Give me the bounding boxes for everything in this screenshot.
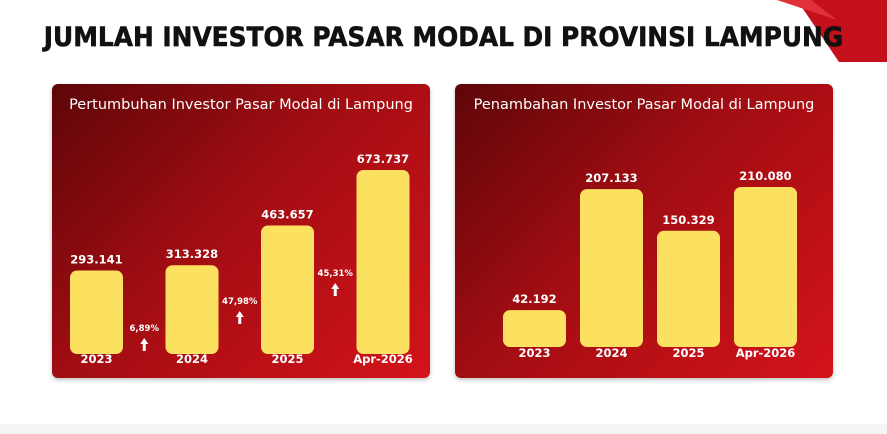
category-label: Apr-2026: [353, 352, 413, 366]
addition-chart-panel: Penambahan Investor Pasar Modal di Lampu…: [455, 84, 833, 378]
bar-2025: [657, 230, 720, 347]
arrow-up-icon: [140, 338, 149, 351]
growth-label: 45,31%: [318, 269, 354, 279]
value-label: 207.133: [585, 171, 637, 185]
value-label: 150.329: [662, 213, 714, 227]
growth-label: 47,98%: [222, 297, 258, 307]
value-label: 293.141: [70, 253, 122, 267]
growth-chart: 293.141 2023 313.328 2024 463.657 2025 673.737…: [70, 152, 413, 366]
arrow-up-icon: [235, 311, 244, 324]
category-label: 2023: [80, 352, 112, 366]
value-label: 313.328: [166, 247, 218, 261]
bar-apr-2026: [356, 170, 410, 354]
bar-2024: [165, 265, 219, 354]
growth-chart-panel: Pertumbuhan Investor Pasar Modal di Lamp…: [52, 84, 430, 378]
category-label: 2025: [672, 346, 704, 360]
category-label: 2024: [176, 352, 208, 366]
growth-chart-title: Pertumbuhan Investor Pasar Modal di Lamp…: [69, 97, 413, 113]
addition-chart: 42.192 2023 207.133 2024 150.329 2025 210.080 A…: [503, 169, 797, 360]
arrow-up-icon: [331, 283, 340, 296]
category-label: 2025: [271, 352, 303, 366]
corner-decoration: [777, 0, 887, 62]
bar-2023: [503, 310, 566, 347]
category-label: 2024: [595, 346, 627, 360]
bar-2025: [261, 225, 314, 354]
growth-label: 6,89%: [130, 324, 160, 334]
bar-2024: [580, 189, 643, 347]
value-label: 210.080: [739, 169, 791, 183]
addition-chart-title: Penambahan Investor Pasar Modal di Lampu…: [473, 97, 815, 113]
value-label: 42.192: [512, 292, 556, 306]
category-label: Apr-2026: [736, 346, 796, 360]
category-label: 2023: [518, 346, 550, 360]
bar-apr-2026: [734, 187, 797, 347]
page-title: JUMLAH INVESTOR PASAR MODAL DI PROVINSI …: [43, 22, 844, 54]
bar-2023: [70, 270, 123, 354]
value-label: 463.657: [261, 208, 313, 222]
value-label: 673.737: [357, 152, 409, 166]
